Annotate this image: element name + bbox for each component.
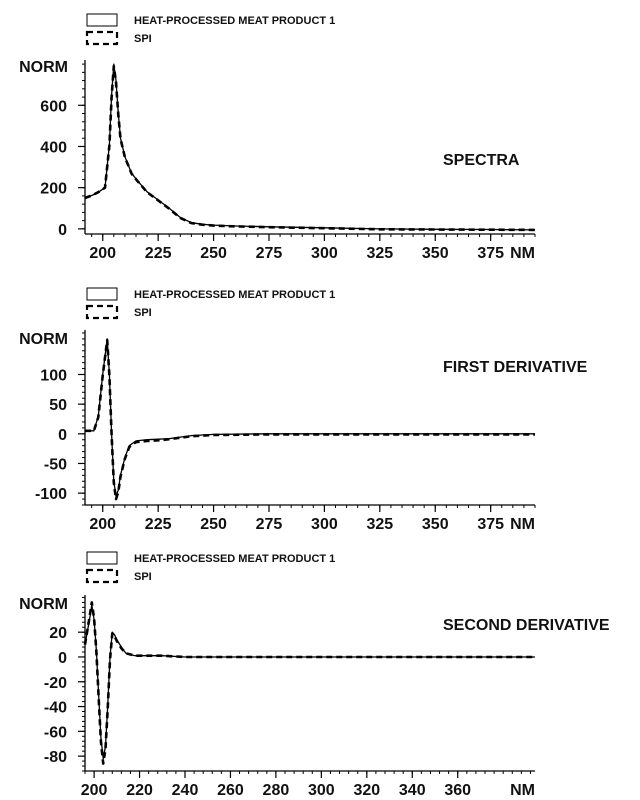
- series-line-spi: [83, 601, 535, 765]
- legend-swatch-solid: [86, 287, 118, 301]
- y-tick-label: 0: [58, 650, 67, 667]
- panel-title: FIRST DERIVATIVE: [443, 359, 588, 376]
- x-tick-label: 200: [89, 245, 116, 262]
- y-tick-label: -80: [44, 749, 67, 766]
- chart-panel-3: HEAT-PROCESSED MEAT PRODUCT 1 SPI NORM SECO…: [19, 551, 610, 799]
- x-tick-label: 300: [311, 245, 338, 262]
- series-line-spi: [84, 64, 536, 232]
- legend-swatch-dashed: [85, 568, 119, 584]
- x-tick-label: 325: [366, 516, 393, 533]
- legend-label: SPI: [134, 571, 152, 583]
- y-tick-label: 0: [58, 222, 67, 239]
- y-axis-label: NORM: [19, 59, 68, 76]
- x-tick-label: 200: [81, 782, 108, 795]
- y-tick-label: 400: [40, 139, 67, 156]
- x-tick-label: 200: [89, 516, 116, 533]
- x-axis-unit: NM: [510, 245, 535, 262]
- y-tick-label: -100: [35, 486, 67, 503]
- x-tick-label: 350: [422, 516, 449, 533]
- x-tick-label: 375: [477, 516, 504, 533]
- legend-swatch-dashed: [85, 30, 119, 46]
- y-tick-label: -40: [44, 700, 67, 717]
- x-tick-label: 350: [422, 245, 449, 262]
- y-tick-label: -20: [44, 675, 67, 692]
- x-tick-label: 220: [126, 782, 153, 795]
- legend-label: SPI: [134, 33, 152, 45]
- series-line-meat-product: [84, 63, 536, 231]
- legend-swatch-solid: [86, 551, 118, 565]
- y-tick-label: -60: [44, 724, 67, 741]
- legend-label: HEAT-PROCESSED MEAT PRODUCT 1: [134, 15, 335, 27]
- legend-label: HEAT-PROCESSED MEAT PRODUCT 1: [134, 553, 335, 565]
- chart-panel-1: HEAT-PROCESSED MEAT PRODUCT 1 SPI NORM SPEC…: [19, 13, 536, 262]
- legend: HEAT-PROCESSED MEAT PRODUCT 1 SPI: [85, 551, 335, 584]
- x-tick-label: 320: [353, 782, 380, 795]
- y-tick-label: 200: [40, 181, 67, 198]
- x-tick-label: 375: [477, 245, 504, 262]
- x-tick-label: 325: [366, 245, 393, 262]
- x-tick-label: 250: [200, 516, 227, 533]
- panel-title: SPECTRA: [443, 152, 520, 169]
- x-axis-unit: NM: [510, 782, 535, 795]
- x-tick-label: 225: [145, 516, 172, 533]
- y-tick-label: 100: [40, 367, 67, 384]
- legend: HEAT-PROCESSED MEAT PRODUCT 1 SPI: [85, 287, 335, 320]
- y-tick-label: 0: [58, 427, 67, 444]
- y-axis-label: NORM: [19, 596, 68, 613]
- series-line-spi: [85, 338, 535, 501]
- x-tick-label: 275: [256, 516, 283, 533]
- x-axis-unit: NM: [510, 516, 535, 533]
- legend-swatch-solid: [86, 13, 118, 27]
- legend-label: SPI: [134, 307, 152, 319]
- y-axis-label: NORM: [19, 331, 68, 348]
- x-tick-label: 340: [399, 782, 426, 795]
- y-tick-label: 50: [49, 397, 67, 414]
- x-tick-label: 360: [444, 782, 471, 795]
- x-tick-label: 300: [311, 516, 338, 533]
- x-tick-label: 240: [172, 782, 199, 795]
- y-tick-label: 600: [40, 98, 67, 115]
- legend: HEAT-PROCESSED MEAT PRODUCT 1 SPI: [85, 13, 335, 46]
- x-tick-label: 250: [200, 245, 227, 262]
- x-tick-label: 225: [145, 245, 172, 262]
- y-tick-label: -50: [44, 456, 67, 473]
- x-tick-label: 280: [263, 782, 290, 795]
- legend-swatch-dashed: [85, 304, 119, 320]
- legend-label: HEAT-PROCESSED MEAT PRODUCT 1: [134, 289, 335, 301]
- x-tick-label: 300: [308, 782, 335, 795]
- y-tick-label: 20: [49, 625, 67, 642]
- chart-panel-2: HEAT-PROCESSED MEAT PRODUCT 1 SPI NORM FIRS…: [19, 287, 588, 533]
- panel-title: SECOND DERIVATIVE: [443, 617, 610, 634]
- x-tick-label: 260: [217, 782, 244, 795]
- x-tick-label: 275: [256, 245, 283, 262]
